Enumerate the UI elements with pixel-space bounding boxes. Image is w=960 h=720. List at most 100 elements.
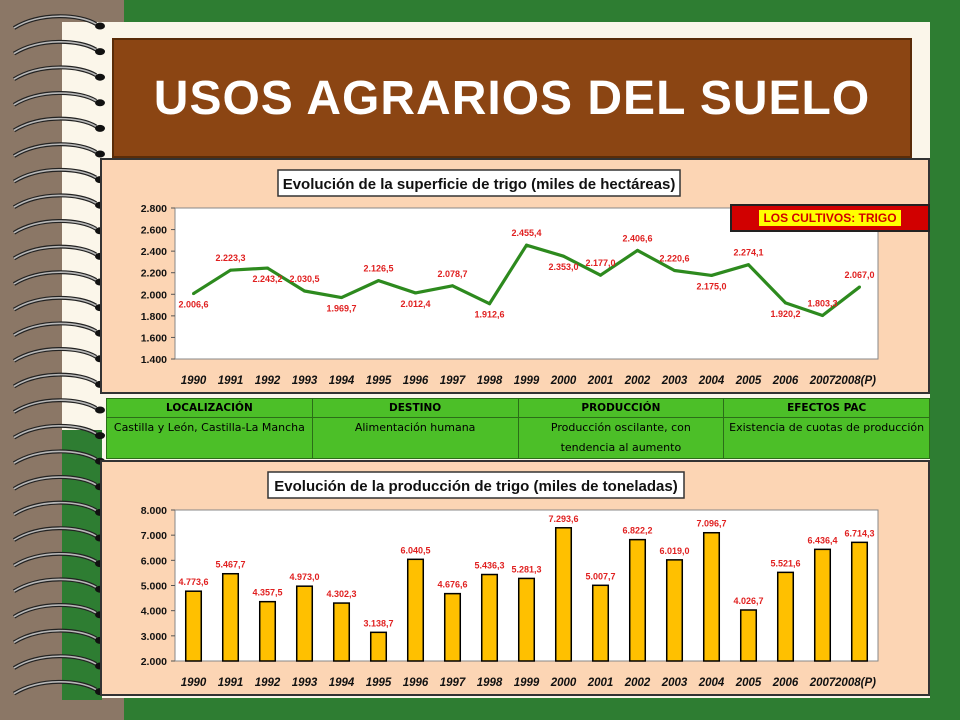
x-tick-label: 2005 bbox=[735, 375, 762, 387]
x-tick-label: 2003 bbox=[661, 677, 688, 689]
data-label: 4.773,6 bbox=[178, 577, 208, 587]
spiral-ring bbox=[12, 398, 105, 414]
data-label: 5.436,3 bbox=[474, 561, 504, 571]
y-tick-label: 1.400 bbox=[141, 354, 167, 366]
data-label: 1.803,3 bbox=[807, 299, 837, 309]
data-bar bbox=[517, 577, 536, 662]
spiral-ring bbox=[12, 475, 105, 491]
data-label: 2.126,5 bbox=[363, 264, 393, 274]
x-tick-label: 2005 bbox=[735, 677, 762, 689]
x-tick-label: 2004 bbox=[698, 677, 725, 689]
data-point bbox=[377, 279, 380, 283]
cell-produccion: Producción oscilante, con tendencia al a… bbox=[517, 417, 725, 459]
y-tick-label: 6.000 bbox=[141, 555, 167, 567]
data-point bbox=[414, 291, 417, 295]
data-point bbox=[710, 273, 713, 277]
spiral-ring bbox=[12, 244, 105, 261]
data-label: 2.177,0 bbox=[585, 258, 615, 268]
cell-destino: Alimentación humana bbox=[311, 417, 519, 459]
data-label: 3.138,7 bbox=[363, 618, 393, 628]
x-tick-label: 1995 bbox=[366, 375, 392, 387]
spiral-ring bbox=[12, 500, 105, 517]
data-label: 6.822,2 bbox=[622, 526, 652, 536]
data-label: 2.406,6 bbox=[622, 233, 652, 243]
x-tick-label: 1990 bbox=[181, 375, 207, 387]
y-tick-label: 2.000 bbox=[141, 656, 167, 668]
spiral-ring bbox=[12, 551, 105, 568]
header-efectos-pac: EFECTOS PAC bbox=[723, 398, 930, 418]
x-tick-label: 2008(P) bbox=[834, 375, 876, 387]
header-destino: DESTINO bbox=[311, 398, 519, 418]
y-tick-label: 1.800 bbox=[141, 311, 167, 323]
x-tick-label: 2002 bbox=[624, 677, 651, 689]
data-point bbox=[636, 248, 639, 252]
data-label: 2.078,7 bbox=[437, 269, 467, 279]
data-label: 6.714,3 bbox=[844, 528, 874, 538]
x-tick-label: 1996 bbox=[403, 375, 429, 387]
spiral-ring bbox=[12, 321, 105, 337]
spiral-ring bbox=[12, 577, 105, 593]
data-bar bbox=[184, 590, 203, 662]
data-bar bbox=[850, 541, 869, 662]
data-label: 5.467,7 bbox=[215, 560, 245, 570]
data-label: 2.175,0 bbox=[696, 281, 726, 291]
data-point bbox=[229, 268, 232, 272]
x-tick-label: 1995 bbox=[366, 677, 392, 689]
x-tick-label: 2003 bbox=[661, 375, 688, 387]
x-tick-label: 1997 bbox=[440, 677, 466, 689]
spiral-ring bbox=[12, 372, 105, 389]
spiral-binding bbox=[12, 14, 105, 696]
surface-line-chart: Evolución de la superficie de trigo (mil… bbox=[141, 169, 879, 387]
y-tick-label: 3.000 bbox=[141, 631, 167, 643]
x-tick-label: 1994 bbox=[329, 375, 355, 387]
production-bar-chart: Evolución de la producción de trigo (mil… bbox=[141, 471, 879, 689]
y-tick-label: 5.000 bbox=[141, 581, 167, 593]
data-point bbox=[303, 289, 306, 293]
chart-title-box bbox=[267, 471, 685, 499]
x-tick-label: 1992 bbox=[255, 677, 281, 689]
data-label: 1.912,6 bbox=[474, 310, 504, 320]
spiral-ring bbox=[12, 526, 105, 542]
spiral-ring bbox=[12, 116, 105, 133]
spiral-ring bbox=[12, 65, 105, 81]
data-point bbox=[451, 284, 454, 288]
y-tick-label: 2.200 bbox=[141, 268, 167, 280]
data-point bbox=[340, 296, 343, 300]
x-tick-label: 2004 bbox=[698, 375, 725, 387]
x-tick-label: 2007 bbox=[809, 677, 836, 689]
topic-badge-label: LOS CULTIVOS: TRIGO bbox=[759, 210, 901, 226]
spiral-ring bbox=[12, 39, 105, 56]
data-label: 2.012,4 bbox=[400, 299, 430, 309]
data-label: 7.096,7 bbox=[696, 519, 726, 529]
y-tick-label: 2.600 bbox=[141, 225, 167, 237]
surface-chart-panel: Evolución de la superficie de trigo (mil… bbox=[100, 158, 930, 394]
data-label: 4.973,0 bbox=[289, 572, 319, 582]
data-point bbox=[562, 254, 565, 258]
x-tick-label: 1998 bbox=[477, 375, 503, 387]
data-bar bbox=[665, 559, 684, 662]
spiral-ring bbox=[12, 679, 105, 696]
data-label: 4.676,6 bbox=[437, 580, 467, 590]
data-bar bbox=[406, 558, 425, 662]
data-bar bbox=[258, 600, 277, 662]
y-tick-label: 1.600 bbox=[141, 332, 167, 344]
data-label: 6.040,5 bbox=[400, 545, 430, 555]
spiral-ring bbox=[12, 91, 105, 107]
data-bar bbox=[554, 527, 573, 662]
data-label: 5.007,7 bbox=[585, 571, 615, 581]
data-point bbox=[599, 273, 602, 277]
x-tick-label: 2000 bbox=[550, 375, 577, 387]
spiral-ring bbox=[12, 270, 105, 286]
data-label: 5.281,3 bbox=[511, 564, 541, 574]
data-label: 2.223,3 bbox=[215, 253, 245, 263]
data-point bbox=[525, 243, 528, 247]
data-bar bbox=[591, 584, 610, 662]
data-point bbox=[192, 292, 195, 296]
y-tick-label: 4.000 bbox=[141, 606, 167, 618]
spiral-ring bbox=[12, 603, 105, 619]
data-label: 2.030,5 bbox=[289, 274, 319, 284]
data-point bbox=[858, 285, 861, 289]
data-label: 5.521,6 bbox=[770, 558, 800, 568]
data-bar bbox=[628, 538, 647, 662]
title-banner: USOS AGRARIOS DEL SUELO bbox=[112, 38, 912, 158]
